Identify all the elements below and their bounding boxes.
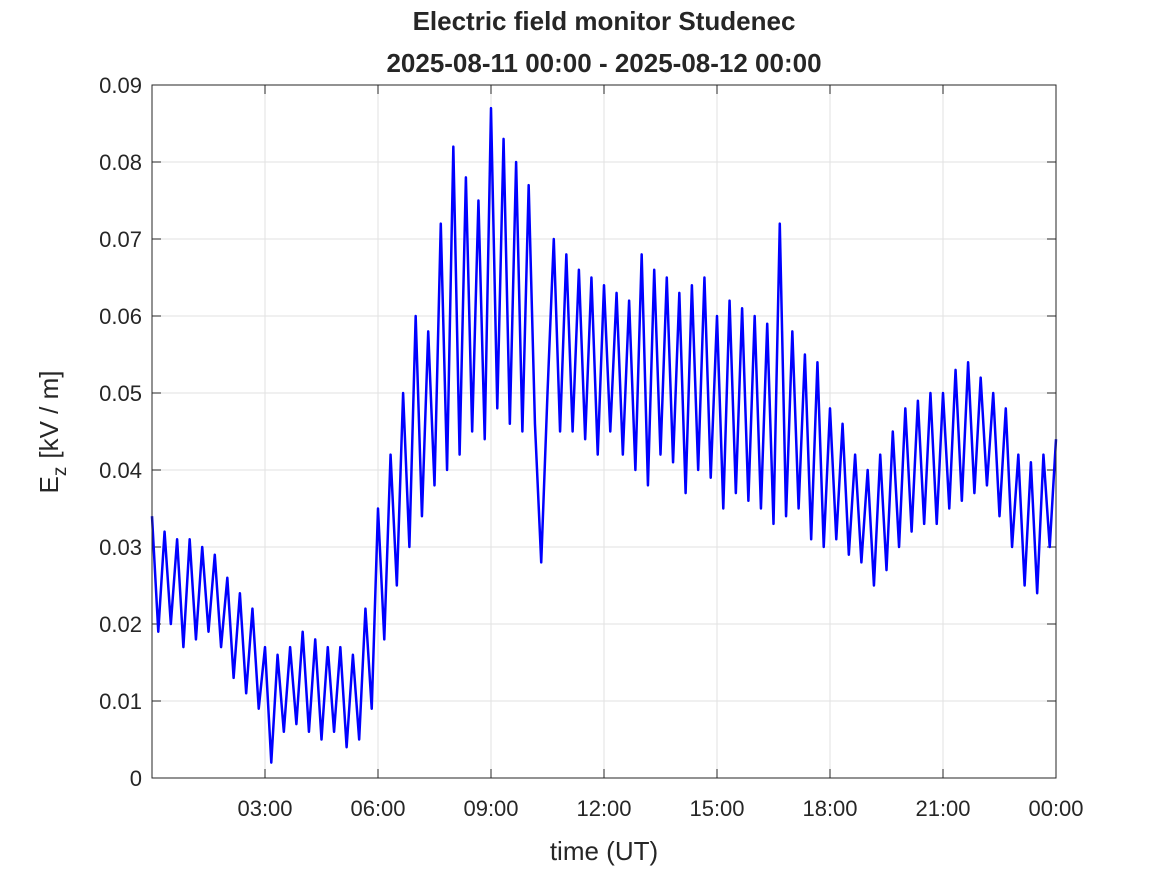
x-tick-label: 06:00 [350, 796, 405, 821]
y-tick-label: 0.06 [99, 304, 142, 329]
chart-subtitle: 2025-08-11 00:00 - 2025-08-12 00:00 [386, 48, 821, 78]
chart-title: Electric field monitor Studenec [413, 6, 796, 36]
x-tick-label: 21:00 [915, 796, 970, 821]
y-label-symbol: E [34, 476, 64, 493]
y-tick-label: 0.07 [99, 227, 142, 252]
x-axis-label: time (UT) [550, 836, 658, 866]
x-tick-label: 15:00 [689, 796, 744, 821]
x-tick-label: 00:00 [1028, 796, 1083, 821]
y-tick-label: 0.04 [99, 458, 142, 483]
y-tick-label: 0.05 [99, 381, 142, 406]
x-tick-label: 09:00 [463, 796, 518, 821]
x-tick-label: 18:00 [802, 796, 857, 821]
x-tick-label: 12:00 [576, 796, 631, 821]
y-tick-label: 0.02 [99, 612, 142, 637]
plot-frame [151, 84, 1057, 779]
y-tick-label: 0.03 [99, 535, 142, 560]
y-label-subscript: z [50, 467, 71, 477]
y-tick-label: 0.08 [99, 150, 142, 175]
y-tick-label: 0 [130, 766, 142, 791]
y-tick-label: 0.01 [99, 689, 142, 714]
y-tick-label: 0.09 [99, 73, 142, 98]
y-axis-label: Ez [kV / m] [34, 371, 71, 494]
y-label-unit: [kV / m] [34, 371, 64, 459]
x-tick-label: 03:00 [237, 796, 292, 821]
data-line [150, 106, 1058, 764]
